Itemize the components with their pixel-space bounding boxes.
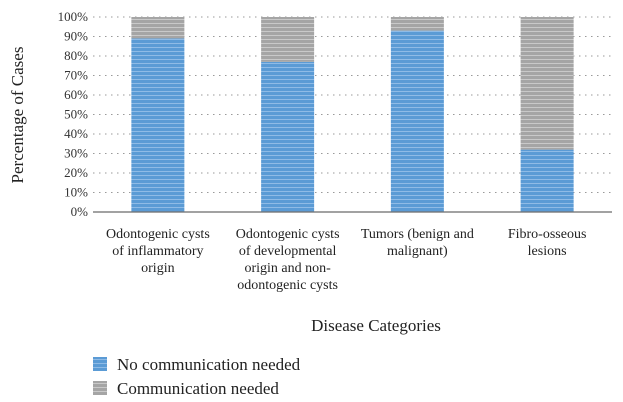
x-category-label: Fibro-osseous lesions [508, 227, 587, 259]
x-axis-title: Disease Categories [311, 316, 441, 335]
bar-segment-communication [390, 17, 444, 31]
bar-segment-no-communication [131, 38, 185, 213]
y-axis-ticks: 0% 10% 20% 30% 40% 50% 60% 70% 80% 90% 100% [58, 9, 89, 219]
legend-label-communication: Communication needed [117, 379, 279, 398]
y-tick-label: 0% [71, 204, 89, 219]
bar-segment-communication [520, 17, 574, 150]
y-tick-label: 70% [64, 68, 88, 83]
y-tick-label: 60% [64, 87, 88, 102]
y-axis-title: Percentage of Cases [8, 47, 27, 184]
y-tick-label: 80% [64, 48, 88, 63]
legend-swatch-no-communication [93, 357, 107, 371]
bar-segment-communication [131, 17, 185, 39]
y-tick-label: 20% [64, 165, 88, 180]
legend: No communication needed Communication ne… [93, 355, 301, 398]
bar-segment-no-communication [520, 149, 574, 212]
bars [131, 17, 574, 213]
bar-segment-no-communication [390, 30, 444, 213]
y-tick-label: 50% [64, 107, 88, 122]
bar-segment-no-communication [261, 61, 315, 212]
y-tick-label: 10% [64, 185, 88, 200]
legend-swatch-communication [93, 381, 107, 395]
bar-segment-communication [261, 17, 315, 62]
legend-label-no-communication: No communication needed [117, 355, 301, 374]
x-category-label: Odontogenic cysts of developmental origin … [236, 227, 340, 293]
x-category-label: Tumors (benign and malignant) [361, 227, 474, 259]
y-tick-label: 30% [64, 146, 88, 161]
x-axis-category-labels: Odontogenic cysts of inflammatory origin Od… [106, 227, 586, 293]
y-tick-label: 90% [64, 29, 88, 44]
y-tick-label: 100% [58, 9, 89, 24]
y-tick-label: 40% [64, 126, 88, 141]
x-category-label: Odontogenic cysts of inflammatory origin [106, 227, 210, 276]
